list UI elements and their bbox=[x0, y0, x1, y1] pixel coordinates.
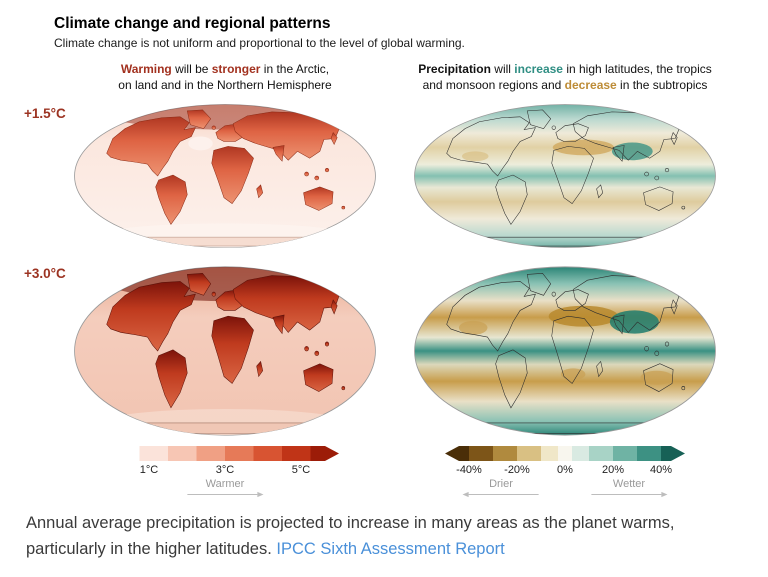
drier-label: Drier bbox=[489, 478, 513, 490]
precip-header-line2: and monsoon regions and decrease in the … bbox=[418, 78, 712, 94]
warming-header-line2: on land and in the Northern Hemisphere bbox=[118, 77, 332, 92]
precip-tick: 20% bbox=[601, 464, 625, 476]
figure-subtitle: Climate change is not uniform and propor… bbox=[54, 36, 465, 50]
precip-header-line1: Precipitation will increase in high lati… bbox=[418, 62, 712, 78]
scenario-label-3-0c: +3.0°C bbox=[24, 266, 66, 281]
wetter-blob bbox=[609, 310, 659, 334]
precipitation-directions: Drier Wetter bbox=[459, 476, 671, 498]
map-warming-plus-1-5c bbox=[74, 104, 376, 248]
wetter-direction: Wetter bbox=[587, 478, 671, 498]
temp-tick: 3°C bbox=[215, 464, 235, 476]
precipitation-column: Precipitation will increase in high lati… bbox=[412, 62, 718, 498]
temperature-legend: 1°C 3°C 5°C Warmer bbox=[111, 446, 339, 498]
temperature-ticks: 1°C 3°C 5°C bbox=[111, 464, 339, 476]
antarctica bbox=[124, 236, 326, 247]
scenario-label-1-5c: +1.5°C bbox=[24, 106, 66, 121]
precip-tick: 40% bbox=[649, 464, 673, 476]
header-text: in high latitudes, the tropics bbox=[562, 62, 712, 76]
warmer-arrow-icon bbox=[187, 491, 264, 498]
wetter-blob bbox=[611, 142, 653, 161]
temp-tick: 5°C bbox=[291, 464, 311, 476]
precipitation-word: Precipitation bbox=[418, 62, 491, 76]
temp-tick: 1°C bbox=[139, 464, 159, 476]
caption-text: Annual average precipitation is projecte… bbox=[26, 514, 675, 559]
precipitation-ticks: -40% -20% 0% 20% 40% bbox=[445, 464, 685, 476]
wetter-label: Wetter bbox=[612, 478, 646, 490]
map-precipitation-plus-1-5c bbox=[414, 104, 716, 248]
antarctica bbox=[124, 422, 326, 434]
drier-blob bbox=[552, 139, 614, 156]
precipitation-colorbar bbox=[445, 446, 685, 461]
precipitation-column-header: Precipitation will increase in high lati… bbox=[418, 62, 712, 96]
header-text: will bbox=[490, 62, 515, 76]
precip-tick: -40% bbox=[456, 464, 482, 476]
temperature-colorbar bbox=[111, 446, 339, 461]
header-text: and monsoon regions and bbox=[422, 77, 565, 92]
climate-maps-figure: +1.5°C +3.0°C Warming will be stronger i… bbox=[24, 62, 744, 498]
ipcc-report-link[interactable]: IPCC Sixth Assessment Report bbox=[276, 540, 505, 559]
figure-caption: Annual average precipitation is projecte… bbox=[26, 510, 744, 563]
warming-column: Warming will be stronger in the Arctic, … bbox=[72, 62, 378, 498]
warming-column-header: Warming will be stronger in the Arctic, … bbox=[118, 62, 331, 96]
drier-blob bbox=[548, 305, 619, 327]
warming-word: Warming bbox=[120, 62, 172, 76]
wetter-arrow-icon bbox=[591, 491, 668, 498]
precip-tick: -20% bbox=[504, 464, 530, 476]
header-text: in the subtropics bbox=[616, 77, 708, 92]
stronger-word: stronger bbox=[211, 62, 261, 76]
warmer-label: Warmer bbox=[205, 478, 245, 490]
precip-tick: 0% bbox=[557, 464, 573, 476]
header-text: in the Arctic, bbox=[260, 62, 330, 76]
figure-title: Climate change and regional patterns bbox=[54, 15, 331, 32]
increase-word: increase bbox=[514, 62, 563, 76]
drier-arrow-icon bbox=[462, 491, 539, 498]
map-warming-plus-3-0c bbox=[74, 266, 376, 436]
header-text: will be bbox=[171, 62, 212, 76]
warming-header-line1: Warming will be stronger in the Arctic, bbox=[118, 62, 331, 78]
warmer-direction: Warmer bbox=[183, 478, 267, 498]
precipitation-legend: -40% -20% 0% 20% 40% Drier Wetter bbox=[445, 446, 685, 498]
map-precipitation-plus-3-0c bbox=[414, 266, 716, 436]
drier-direction: Drier bbox=[459, 478, 543, 498]
decrease-word: decrease bbox=[564, 77, 617, 92]
